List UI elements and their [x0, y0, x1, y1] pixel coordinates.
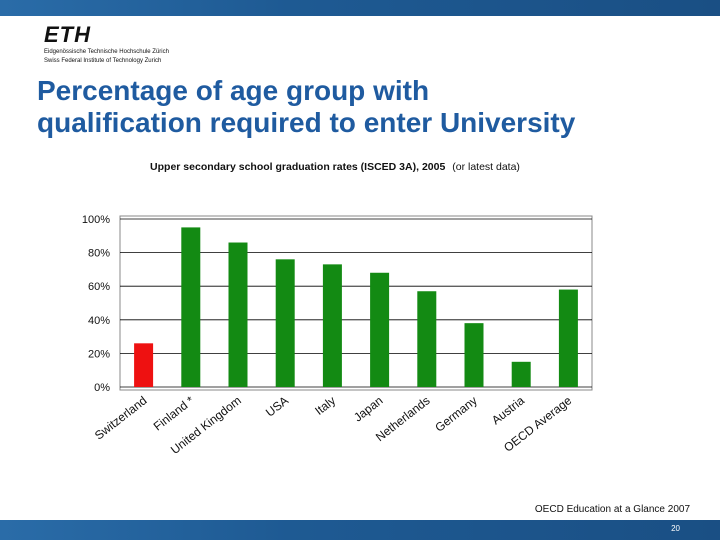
bar-japan	[370, 272, 390, 387]
bar-netherlands	[417, 291, 437, 387]
bar-usa	[275, 259, 295, 387]
x-tick-labels: Switzerland Finland *United Kingdom USA Ita…	[92, 393, 575, 457]
bar-oecd-average	[558, 289, 578, 387]
slide-title-line-2: qualification required to enter Universi…	[37, 107, 576, 138]
slide-title: Percentage of age group with qualificati…	[37, 75, 707, 139]
bar-finland	[181, 227, 201, 387]
bar-germany	[464, 323, 484, 387]
slide-title-line-1: Percentage of age group with	[37, 75, 430, 106]
x-tick-label: USA	[263, 393, 291, 419]
top-banner	[0, 0, 720, 16]
bottom-banner: 20	[0, 520, 720, 540]
chart-title: Upper secondary school graduation rates …	[150, 161, 520, 173]
y-tick-label: 60%	[88, 281, 110, 293]
y-tick-labels: 0% 20% 40% 60% 80% 100%	[82, 214, 110, 394]
bar-chart: Upper secondary school graduation rates …	[82, 161, 593, 457]
logo-wordmark: ETH	[44, 22, 91, 47]
eth-logo: ETH Eidgenössische Technische Hochschule…	[44, 24, 214, 70]
x-tick-label: Germany	[432, 393, 480, 434]
y-tick-label: 20%	[88, 348, 110, 360]
y-tick-label: 40%	[88, 315, 110, 327]
y-tick-label: 80%	[88, 248, 110, 260]
logo-subline-german: Eidgenössische Technische Hochschule Zür…	[44, 49, 169, 55]
chart-title-main: Upper secondary school graduation rates …	[150, 161, 445, 173]
page-number: 20	[671, 524, 680, 533]
logo-subline-english: Swiss Federal Institute of Technology Zu…	[44, 58, 162, 64]
x-tick-label: Austria	[489, 393, 527, 427]
x-tick-label: Switzerland	[92, 393, 150, 442]
bar-united-kingdom	[228, 242, 248, 387]
bar-italy	[322, 264, 342, 387]
y-tick-label: 100%	[82, 214, 110, 226]
bar-austria	[511, 361, 531, 387]
y-tick-label: 0%	[94, 382, 110, 394]
x-tick-label: Italy	[312, 393, 338, 418]
bar-switzerland	[134, 343, 154, 387]
x-tick-label: Japan	[351, 393, 385, 424]
bars	[134, 227, 578, 387]
chart-title-note: (or latest data)	[452, 161, 520, 173]
source-note: OECD Education at a Glance 2007	[534, 504, 690, 515]
